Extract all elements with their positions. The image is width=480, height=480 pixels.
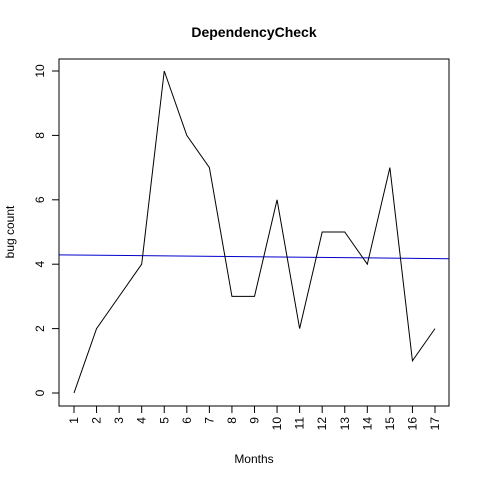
x-tick-label: 8: [225, 417, 239, 424]
x-tick-label: 7: [202, 417, 216, 424]
x-tick-label: 3: [112, 417, 126, 424]
x-tick-label: 15: [383, 417, 397, 431]
y-tick-label: 8: [33, 132, 47, 139]
y-tick-label: 6: [33, 196, 47, 203]
x-axis: 1 2 3 4 5 6 7 8 9 10 11 12 13 14 15 16 17: [67, 405, 442, 431]
chart-title: DependencyCheck: [191, 24, 316, 40]
x-tick-label: 6: [180, 417, 194, 424]
x-tick-label: 2: [90, 417, 104, 424]
x-axis-label: Months: [234, 452, 273, 466]
plot-area-frame: [58, 58, 450, 407]
x-tick-label: 11: [293, 417, 307, 430]
x-tick-label: 13: [338, 417, 352, 431]
trend-line: [58, 254, 450, 260]
x-tick-label: 9: [248, 417, 262, 424]
y-tick-label: 4: [33, 261, 47, 268]
series-line: [73, 70, 436, 394]
trend-line-group: [58, 254, 450, 260]
x-tick-label: 10: [270, 417, 284, 431]
y-axis-label: bug count: [3, 205, 17, 258]
y-axis: 0 2 4 6 8 10: [33, 64, 60, 396]
x-tick-label: 1: [67, 417, 81, 424]
y-tick-label: 0: [33, 389, 47, 396]
x-tick-label: 14: [360, 417, 374, 431]
x-tick-label: 12: [315, 417, 329, 431]
y-tick-label: 10: [33, 64, 47, 78]
x-tick-label: 16: [405, 417, 419, 431]
y-tick-label: 2: [33, 325, 47, 332]
x-tick-label: 5: [157, 417, 171, 424]
x-tick-label: 4: [135, 417, 149, 424]
series-group: [73, 70, 436, 394]
x-tick-label: 17: [428, 417, 442, 431]
